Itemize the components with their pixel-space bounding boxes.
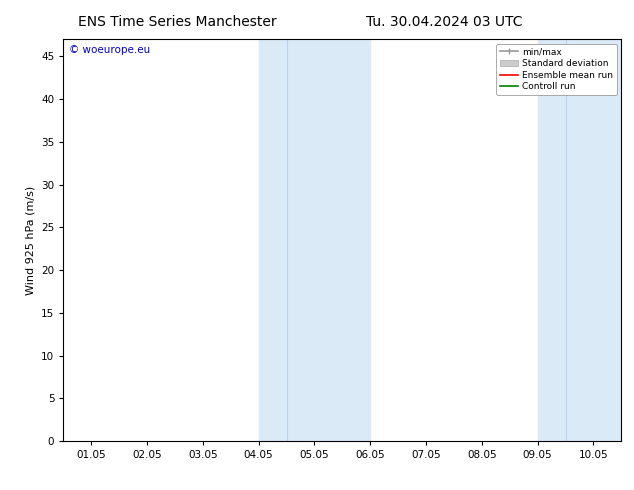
Text: ENS Time Series Manchester: ENS Time Series Manchester (78, 15, 277, 29)
Text: Tu. 30.04.2024 03 UTC: Tu. 30.04.2024 03 UTC (366, 15, 522, 29)
Legend: min/max, Standard deviation, Ensemble mean run, Controll run: min/max, Standard deviation, Ensemble me… (496, 44, 617, 95)
Bar (259, 39, 370, 441)
Y-axis label: Wind 925 hPa (m/s): Wind 925 hPa (m/s) (25, 186, 36, 294)
Text: © woeurope.eu: © woeurope.eu (69, 45, 150, 55)
Bar (538, 39, 634, 441)
